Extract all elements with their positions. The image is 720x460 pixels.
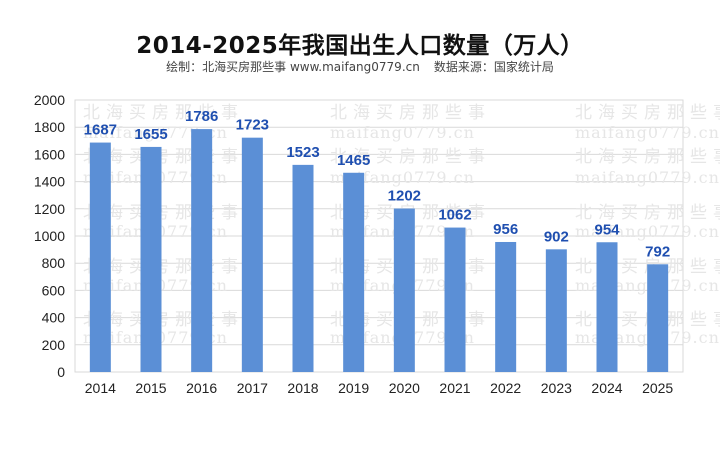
data-label: 792 <box>645 243 670 260</box>
watermark-text-url: maifang0779.cn <box>575 123 720 142</box>
chart-title: 2014-2025年我国出生人口数量（万人） <box>136 33 584 59</box>
y-tick-label: 600 <box>42 282 66 298</box>
watermark-text-url: maifang0779.cn <box>330 168 475 187</box>
y-tick-label: 0 <box>57 364 65 380</box>
bar <box>191 129 213 372</box>
watermark-text-cn: 北海买房那些事 <box>575 203 720 223</box>
credit-text: 绘制：北海买房那些事 www.maifang0779.cn <box>166 60 420 74</box>
x-tick-label: 2019 <box>338 380 369 396</box>
watermark-text-cn: 北海买房那些事 <box>83 103 244 123</box>
bar <box>140 146 162 372</box>
watermark-text-cn: 北海买房那些事 <box>330 147 491 167</box>
bar <box>292 164 314 372</box>
bar <box>444 227 466 372</box>
data-label: 1202 <box>388 188 421 205</box>
bar <box>495 241 517 372</box>
data-label: 1465 <box>337 152 370 169</box>
bar <box>545 249 567 372</box>
x-tick-label: 2014 <box>85 380 116 396</box>
bar <box>89 142 111 372</box>
y-tick-label: 200 <box>42 337 66 353</box>
y-tick-label: 1200 <box>34 201 65 217</box>
x-tick-label: 2020 <box>389 380 420 396</box>
watermark-text-url: maifang0779.cn <box>83 123 228 142</box>
y-tick-label: 1600 <box>34 146 65 162</box>
y-tick-label: 800 <box>42 255 66 271</box>
x-tick-label: 2015 <box>135 380 166 396</box>
x-tick-label: 2017 <box>237 380 268 396</box>
watermark-text-cn: 北海买房那些事 <box>575 147 720 167</box>
watermark-text-url: maifang0779.cn <box>575 222 720 241</box>
watermark-text-url: maifang0779.cn <box>575 168 720 187</box>
y-tick-label: 1400 <box>34 174 65 190</box>
data-label: 902 <box>544 228 569 245</box>
bar <box>393 208 415 372</box>
data-label: 956 <box>493 221 518 238</box>
bar <box>596 242 618 372</box>
watermark-text-url: maifang0779.cn <box>330 123 475 142</box>
bar <box>241 137 263 372</box>
x-tick-label: 2016 <box>186 380 217 396</box>
x-tick-label: 2024 <box>591 380 622 396</box>
watermark-text-cn: 北海买房那些事 <box>330 103 491 123</box>
data-label: 1062 <box>438 207 471 224</box>
watermark-text-cn: 北海买房那些事 <box>575 103 720 123</box>
x-tick-label: 2025 <box>642 380 673 396</box>
data-label: 1687 <box>84 122 117 139</box>
y-tick-label: 2000 <box>34 92 65 108</box>
data-label: 1786 <box>185 108 218 125</box>
source-text: 数据来源：国家统计局 <box>433 60 554 74</box>
y-tick-label: 1000 <box>34 228 65 244</box>
x-tick-label: 2022 <box>490 380 521 396</box>
x-tick-label: 2023 <box>541 380 572 396</box>
bar <box>647 264 669 372</box>
chart-subtitle: 绘制：北海买房那些事 www.maifang0779.cn 数据来源：国家统计局 <box>0 58 720 75</box>
x-tick-label: 2021 <box>439 380 470 396</box>
data-label: 1523 <box>286 144 319 161</box>
x-tick-label: 2018 <box>287 380 318 396</box>
data-label: 954 <box>594 221 620 238</box>
y-tick-label: 400 <box>42 310 66 326</box>
bar <box>343 172 365 372</box>
data-label: 1723 <box>236 117 269 134</box>
data-label: 1655 <box>134 126 167 143</box>
y-tick-label: 1800 <box>34 119 65 135</box>
